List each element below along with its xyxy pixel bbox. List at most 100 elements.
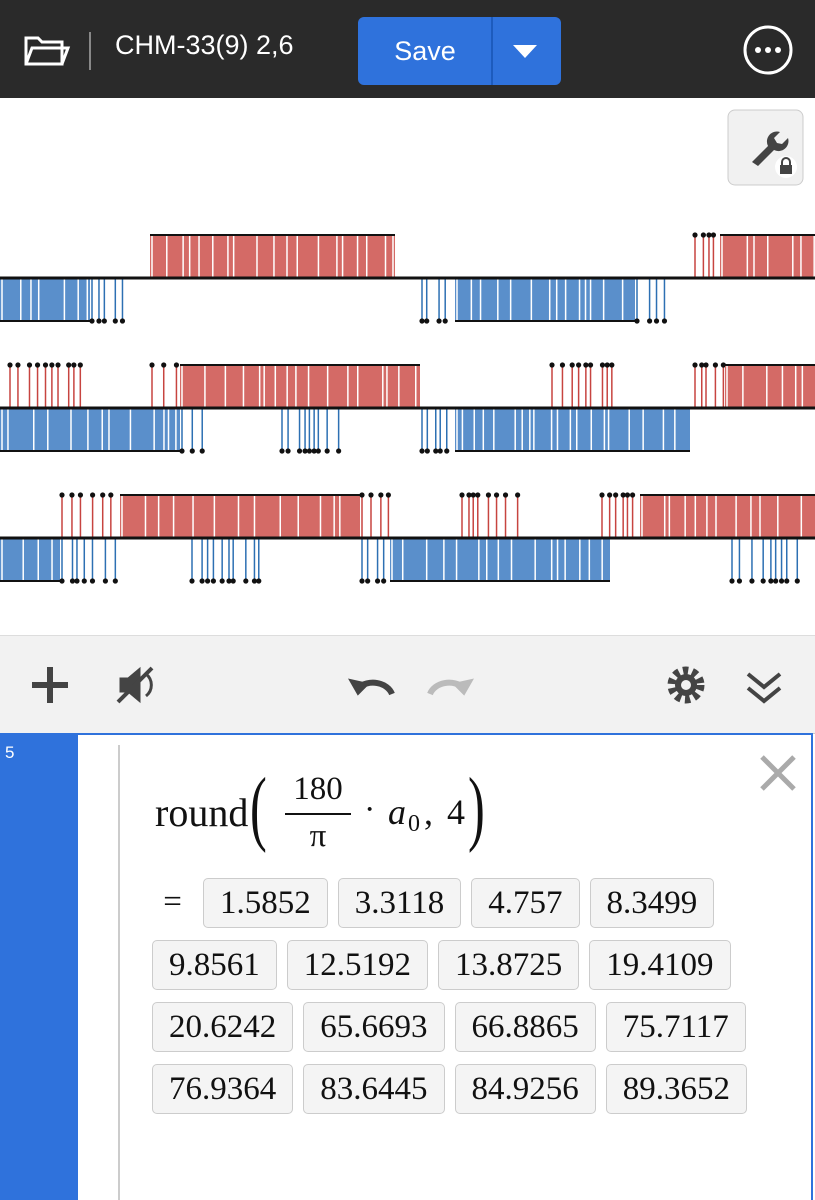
result-value[interactable]: 9.8561 xyxy=(152,940,277,990)
undo-button[interactable] xyxy=(348,678,395,696)
add-button[interactable] xyxy=(32,667,68,703)
numerator: 180 xyxy=(293,771,343,807)
result-value[interactable]: 4.757 xyxy=(471,878,580,928)
result-value[interactable]: 20.6242 xyxy=(152,1002,294,1052)
result-value[interactable]: 8.3499 xyxy=(589,878,715,928)
band xyxy=(180,365,420,408)
stem-dot xyxy=(778,578,785,584)
band xyxy=(455,408,690,451)
band xyxy=(0,408,180,451)
stem-dot xyxy=(219,578,225,584)
result-value[interactable]: 66.8865 xyxy=(454,1002,596,1052)
stem-dot xyxy=(112,318,118,324)
stem-dot xyxy=(653,318,660,324)
top-icons xyxy=(24,25,793,75)
stem-dot xyxy=(230,578,236,584)
stem-dot xyxy=(424,448,430,454)
stem-dot xyxy=(576,362,582,368)
result-value[interactable]: 13.8725 xyxy=(438,940,580,990)
stem-dot xyxy=(66,362,72,368)
stem-dot xyxy=(210,578,217,584)
comma: , xyxy=(424,792,433,832)
stem-dot xyxy=(599,362,606,368)
stem-dot xyxy=(189,578,195,584)
result-value[interactable]: 12.5192 xyxy=(286,940,428,990)
stem-dot xyxy=(205,578,211,584)
stem-dot xyxy=(620,492,626,498)
stem-dot xyxy=(189,448,195,454)
stem-dot xyxy=(199,448,205,454)
toolbar xyxy=(0,635,815,734)
folder-icon[interactable] xyxy=(24,36,71,66)
result-value[interactable]: 1.5852 xyxy=(203,878,328,928)
stem-dot xyxy=(251,578,258,584)
settings-gear[interactable] xyxy=(667,666,705,704)
settings-button[interactable] xyxy=(727,109,804,186)
save-dropdown[interactable] xyxy=(491,17,561,85)
stem-dot xyxy=(466,492,472,498)
save-button[interactable]: Save xyxy=(358,17,561,85)
stem-dot xyxy=(279,448,285,454)
close-paren: ) xyxy=(468,761,485,854)
stem-dot xyxy=(604,362,610,368)
stem-dot xyxy=(459,492,465,498)
delete-button[interactable] xyxy=(758,753,798,793)
stem-dot xyxy=(794,578,800,584)
stem-dot xyxy=(699,362,705,368)
graph-title: CHM-33(9) 2,6 xyxy=(115,30,294,60)
stem-dot xyxy=(179,448,185,454)
stem-dot xyxy=(81,578,87,584)
result-value[interactable]: 76.9364 xyxy=(152,1064,294,1114)
graph-canvas[interactable] xyxy=(0,98,815,635)
band xyxy=(640,495,815,538)
stem-dot xyxy=(692,362,698,368)
function-name: round xyxy=(155,790,249,835)
stem-dot xyxy=(100,492,106,498)
audio-button[interactable] xyxy=(116,666,154,704)
stem-dot xyxy=(374,578,381,584)
expression-row[interactable] xyxy=(78,733,813,1200)
stem-dot xyxy=(493,492,500,498)
result-value[interactable]: 75.7117 xyxy=(605,1002,746,1052)
band xyxy=(150,235,395,278)
stem-dot xyxy=(90,492,96,498)
stem-dot xyxy=(306,448,312,454)
stem-dot xyxy=(729,578,735,584)
expression-index: 5 xyxy=(5,743,15,762)
stem-dot xyxy=(444,448,450,454)
stem-dot xyxy=(161,362,167,368)
stem-dot xyxy=(784,578,790,584)
stem-dot xyxy=(102,578,108,584)
save-label: Save xyxy=(394,36,456,66)
result-value[interactable]: 89.3652 xyxy=(605,1064,747,1114)
collapse-button[interactable] xyxy=(746,672,782,704)
stem-dot xyxy=(502,492,509,498)
stem-dot xyxy=(485,492,492,498)
stem-dot xyxy=(720,362,726,368)
stem-dot xyxy=(599,492,605,498)
result-value[interactable]: 3.3118 xyxy=(337,878,462,928)
stem-dot xyxy=(569,362,575,368)
stem-dot xyxy=(736,578,743,584)
stem-dot xyxy=(470,492,476,498)
stem-dot xyxy=(34,362,41,368)
result-value[interactable]: 84.9256 xyxy=(454,1064,596,1114)
stem-dot xyxy=(712,362,719,368)
more-button[interactable] xyxy=(743,25,793,75)
stem-dot xyxy=(336,448,342,454)
expression-index-bar[interactable]: 5 xyxy=(0,733,78,1200)
stem-dot xyxy=(199,578,205,584)
band xyxy=(725,365,815,408)
redo-button[interactable] xyxy=(427,678,474,696)
stem-dot xyxy=(89,318,95,324)
stem-dot xyxy=(226,578,232,584)
stem-dot xyxy=(296,448,303,454)
stem-dot xyxy=(385,492,391,498)
stem-dot xyxy=(587,362,594,368)
stem-dot xyxy=(71,362,77,368)
stem-dot xyxy=(646,318,653,324)
result-value[interactable]: 19.4109 xyxy=(589,940,731,990)
result-value[interactable]: 65.6693 xyxy=(303,1002,445,1052)
result-value[interactable]: 83.6445 xyxy=(303,1064,445,1114)
band xyxy=(390,538,610,581)
